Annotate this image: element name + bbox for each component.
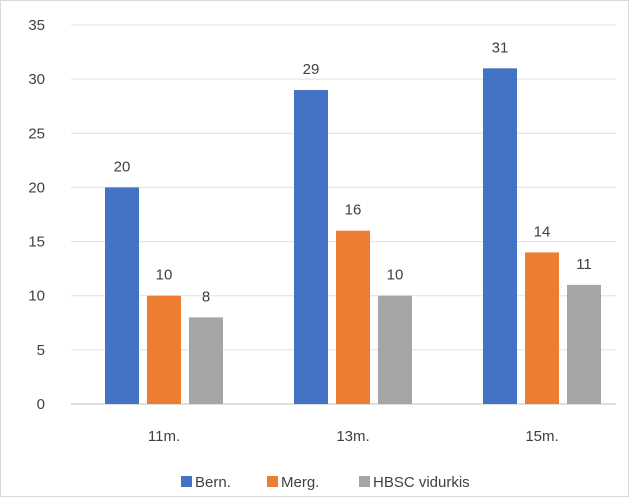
data-label: 10 [387,267,404,284]
data-label: 8 [202,288,210,305]
y-axis-tick-labels: 0 5 10 15 20 25 30 35 [28,17,45,413]
bar-bern-1 [294,89,328,404]
legend-swatch [181,476,192,487]
y-tick-label: 15 [28,234,45,251]
legend-label: Merg. [281,474,319,491]
bar-merg-0 [147,295,181,404]
y-tick-label: 10 [28,288,45,305]
bar-hbsc-vidurkis-0 [189,317,223,404]
data-label: 14 [534,223,551,240]
y-tick-label: 5 [37,342,45,359]
y-tick-label: 30 [28,71,45,88]
data-labels: 20 10 8 29 16 10 31 14 11 [114,39,592,305]
y-tick-label: 25 [28,125,45,142]
bar-merg-1 [336,230,370,404]
legend: Bern. Merg. HBSC vidurkis [181,474,470,491]
data-label: 20 [114,158,131,175]
data-label: 31 [492,39,509,56]
x-category-label: 11m. [148,428,180,445]
x-category-label: 15m. [525,428,558,445]
legend-label: HBSC vidurkis [373,474,470,491]
bar-merg-2 [525,252,559,404]
legend-swatch [359,476,370,487]
bars [105,68,601,405]
data-label: 10 [156,267,173,284]
legend-swatch [267,476,278,487]
y-tick-label: 20 [28,179,45,196]
y-tick-label: 0 [37,396,45,413]
data-label: 29 [303,61,320,78]
legend-label: Bern. [195,474,231,491]
data-label: 16 [345,202,362,219]
data-label: 11 [576,256,592,273]
bar-bern-2 [483,68,517,405]
bar-hbsc-vidurkis-1 [378,295,412,404]
x-axis-category-labels: 11m. 13m. 15m. [148,428,559,445]
bar-bern-0 [105,187,139,404]
bar-hbsc-vidurkis-2 [567,284,601,404]
x-category-label: 13m. [336,428,369,445]
y-tick-label: 35 [28,17,45,34]
